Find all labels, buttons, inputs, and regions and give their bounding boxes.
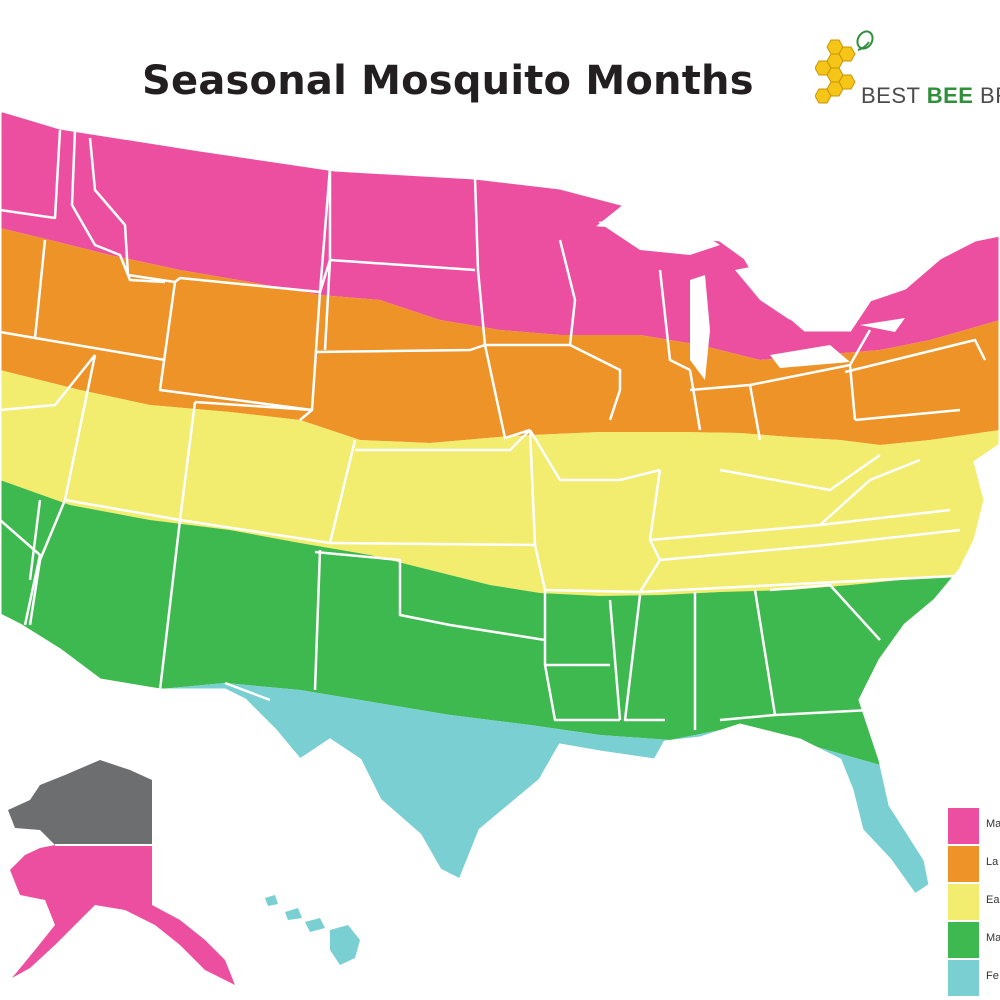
great-lakes: [598, 215, 905, 380]
honeycomb-bee-icon: [815, 30, 874, 104]
alaska: [8, 760, 235, 985]
brand-logo: BEST BEE BR: [815, 28, 1000, 108]
state-borders: [0, 129, 987, 730]
band-yellow: [0, 370, 1000, 600]
band-green: [0, 480, 1000, 770]
legend-swatch: [948, 808, 979, 844]
legend-label: Fe: [986, 970, 999, 982]
legend-label: Ma: [986, 818, 1000, 830]
legend-item: Ma: [946, 922, 1000, 958]
legend-item: Ea: [946, 884, 1000, 920]
map-title: Seasonal Mosquito Months: [142, 58, 754, 104]
legend-item: La: [946, 846, 1000, 882]
legend-item: Fe: [946, 960, 1000, 996]
legend: Ma La Ea Ma Fe: [946, 808, 1000, 1000]
brand-name: BEST BEE BR: [861, 83, 1000, 108]
hawaii: [265, 895, 360, 965]
legend-swatch: [948, 884, 979, 920]
legend-label: Ea: [986, 894, 1000, 906]
legend-item: Ma: [946, 808, 1000, 844]
legend-swatch: [948, 922, 979, 958]
legend-swatch: [948, 846, 979, 882]
legend-swatch: [948, 960, 979, 996]
legend-label: Ma: [986, 932, 1000, 944]
legend-label: La: [986, 856, 999, 868]
